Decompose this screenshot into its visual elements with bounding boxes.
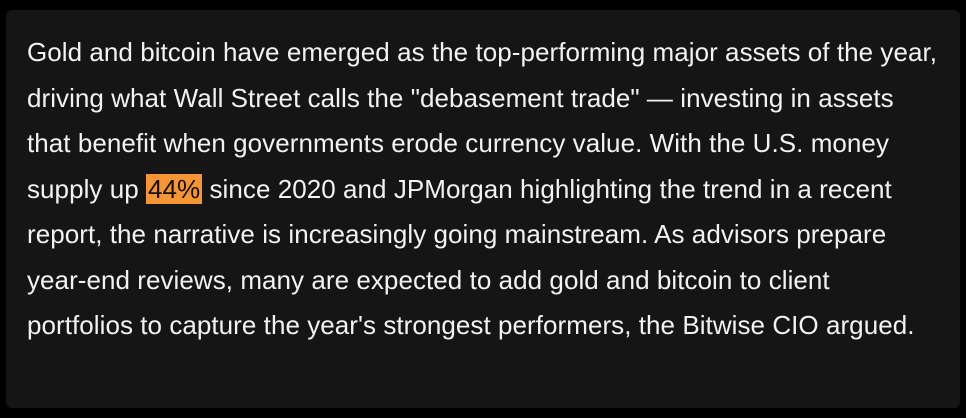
paragraph-text-before: Gold and bitcoin have emerged as the top…: [27, 37, 938, 204]
article-paragraph: Gold and bitcoin have emerged as the top…: [27, 30, 942, 349]
paragraph-text-after: since 2020 and JPMorgan highlighting the…: [27, 173, 915, 341]
article-card: Gold and bitcoin have emerged as the top…: [6, 10, 960, 408]
highlighted-statistic: 44%: [146, 173, 203, 204]
